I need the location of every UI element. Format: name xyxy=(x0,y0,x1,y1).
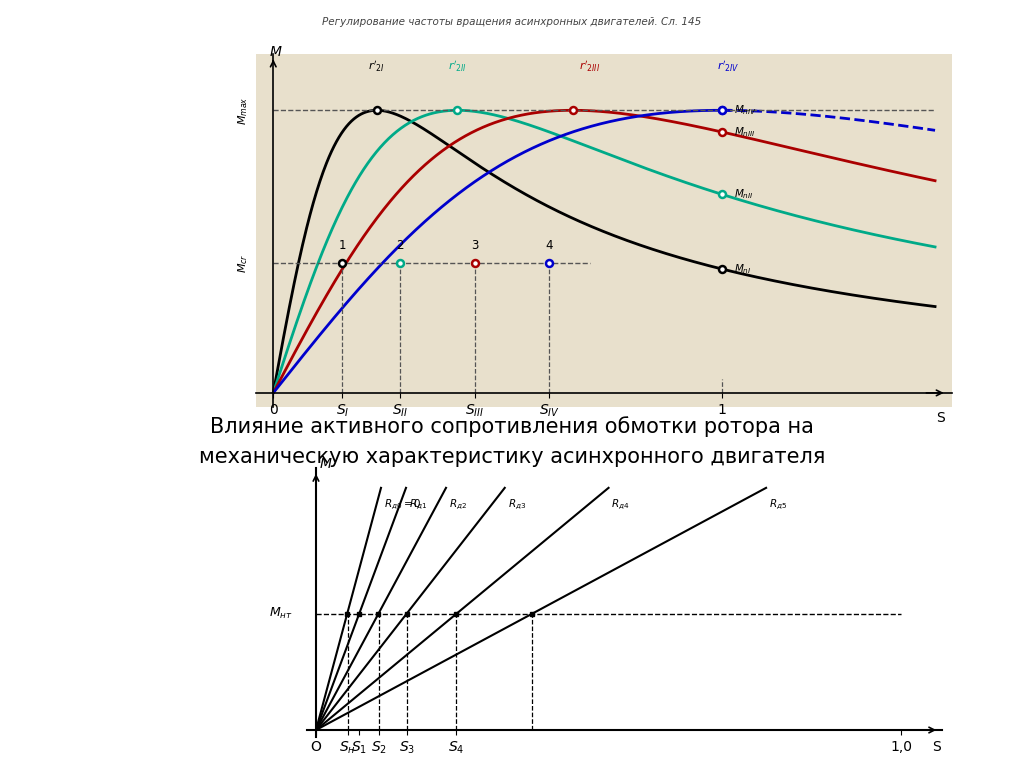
Text: $M_{nIII}$: $M_{nIII}$ xyxy=(733,125,756,139)
Text: $r'_{2IV}$: $r'_{2IV}$ xyxy=(717,58,739,74)
Text: 2: 2 xyxy=(396,239,403,252)
Text: $R_{д4}$: $R_{д4}$ xyxy=(611,498,630,512)
Text: $M_{нт}$: $M_{нт}$ xyxy=(268,606,293,621)
Text: $M_{cr}$: $M_{cr}$ xyxy=(237,253,250,273)
Text: $M_{nII}$: $M_{nII}$ xyxy=(733,187,754,201)
Text: Регулирование частоты вращения асинхронных двигателей. Сл. 145: Регулирование частоты вращения асинхронн… xyxy=(323,17,701,27)
Text: $R_{д0}=0$: $R_{д0}=0$ xyxy=(384,498,422,512)
Text: $R_{д5}$: $R_{д5}$ xyxy=(769,498,787,512)
Text: S: S xyxy=(932,740,941,753)
Text: 3: 3 xyxy=(471,239,478,252)
Text: $M_{nIV}$: $M_{nIV}$ xyxy=(733,104,757,118)
Text: 1: 1 xyxy=(339,239,346,252)
Text: $r'_{2I}$: $r'_{2I}$ xyxy=(369,58,385,74)
Text: $r'_{2II}$: $r'_{2II}$ xyxy=(447,58,467,74)
Text: $M$: $M$ xyxy=(269,45,283,59)
Text: $R_{д3}$: $R_{д3}$ xyxy=(508,498,526,512)
Text: S: S xyxy=(936,412,945,425)
Text: $r'_{2III}$: $r'_{2III}$ xyxy=(580,58,600,74)
Text: $M_{nI}$: $M_{nI}$ xyxy=(733,262,752,276)
Text: $M_{max}$: $M_{max}$ xyxy=(237,96,250,124)
Text: $R_{д2}$: $R_{д2}$ xyxy=(449,498,467,512)
Text: $M$: $M$ xyxy=(318,457,333,471)
Text: механическую характеристику асинхронного двигателя: механическую характеристику асинхронного… xyxy=(199,447,825,467)
Text: Влияние активного сопротивления обмотки ротора на: Влияние активного сопротивления обмотки … xyxy=(210,415,814,437)
Text: 4: 4 xyxy=(546,239,553,252)
Text: $R_{д1}$: $R_{д1}$ xyxy=(409,498,427,512)
